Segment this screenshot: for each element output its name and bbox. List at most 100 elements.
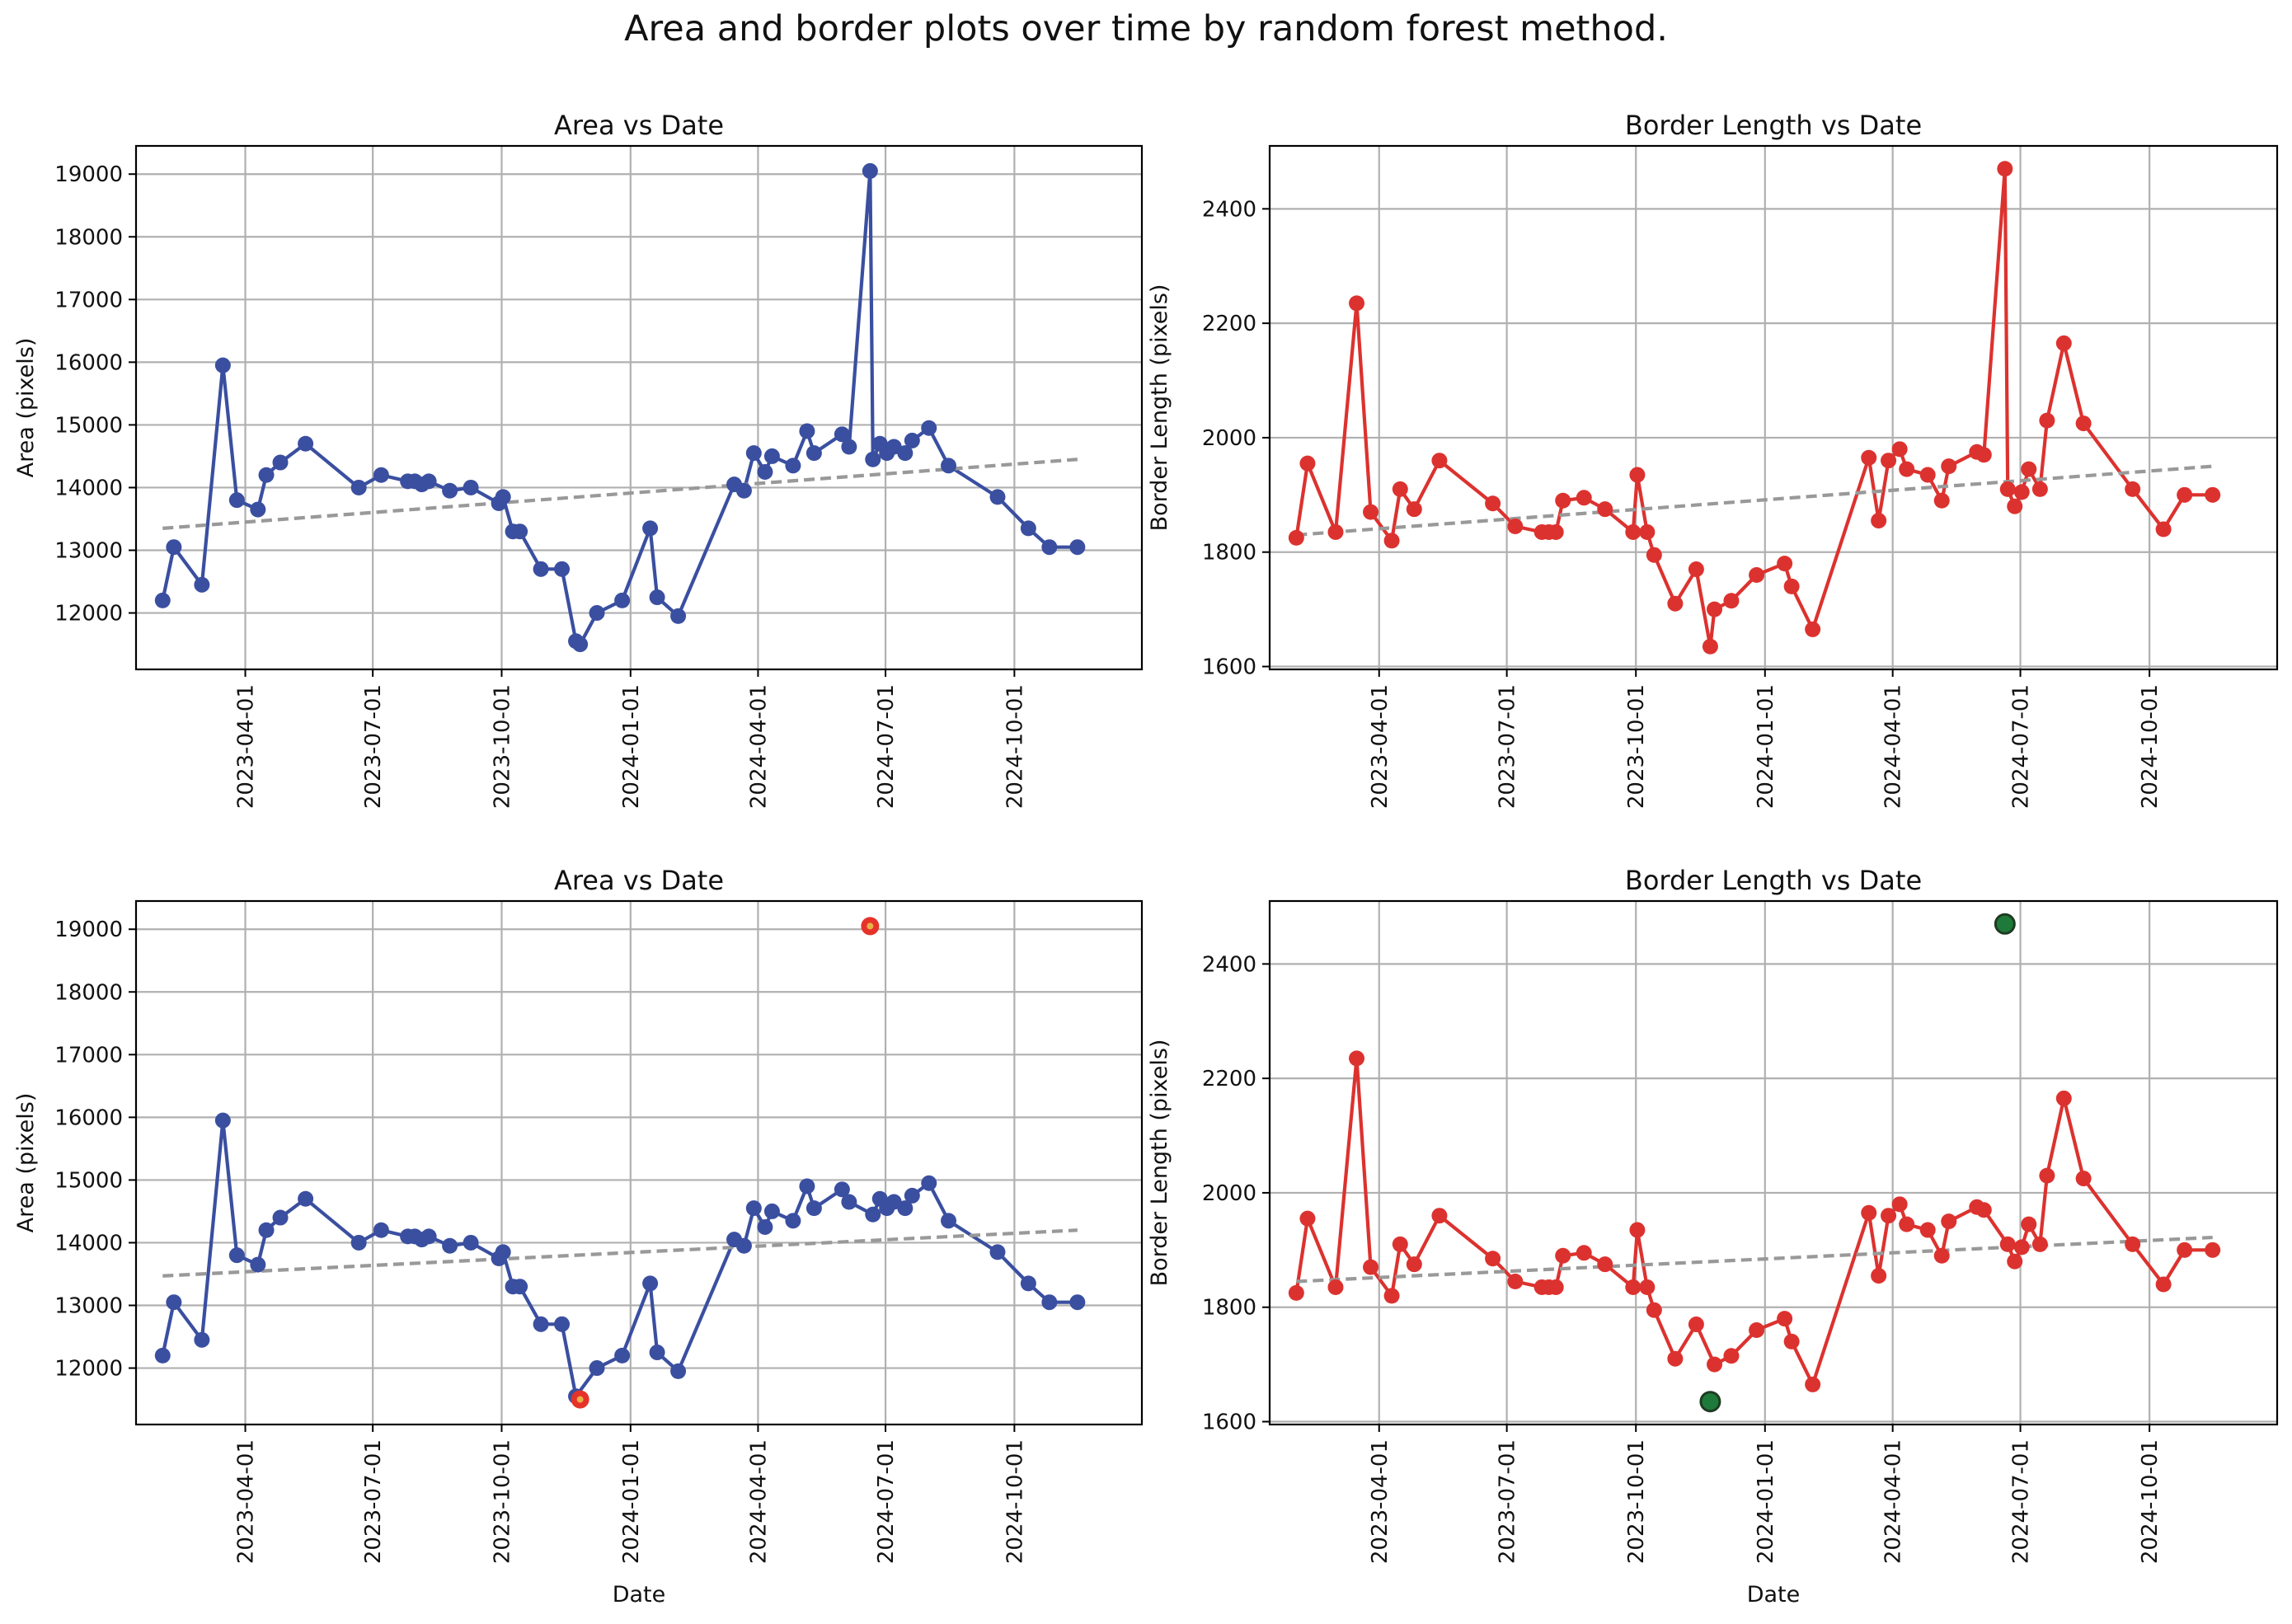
data-point xyxy=(228,1247,245,1264)
y-tick-label: 1800 xyxy=(1202,1296,1256,1321)
data-point xyxy=(1975,1202,1992,1218)
chart-title: Border Length vs Date xyxy=(1625,865,1922,896)
x-tick-label: 2024-07-01 xyxy=(874,1439,899,1564)
data-point xyxy=(554,1316,571,1332)
data-point xyxy=(1646,547,1662,563)
data-point xyxy=(1805,1376,1821,1392)
data-point xyxy=(1861,1204,1877,1221)
data-point xyxy=(1999,1236,2016,1252)
data-point xyxy=(1667,1350,1684,1367)
data-point xyxy=(2007,1253,2023,1270)
data-point xyxy=(1941,458,1957,475)
data-point xyxy=(589,1360,605,1377)
outlier-point xyxy=(1699,1391,1721,1413)
data-point xyxy=(2177,1241,2193,1258)
data-point xyxy=(1707,1356,1723,1373)
data-point xyxy=(841,439,857,455)
data-point xyxy=(763,1203,780,1219)
data-point xyxy=(533,1316,549,1332)
data-point xyxy=(1783,578,1800,594)
data-point xyxy=(834,426,850,443)
x-tick-label: 2024-01-01 xyxy=(619,1439,644,1564)
data-point xyxy=(1639,523,1656,540)
data-point xyxy=(1777,1311,1793,1327)
data-point xyxy=(2125,1236,2141,1252)
x-tick-label: 2023-07-01 xyxy=(361,1439,386,1564)
data-point xyxy=(572,636,589,653)
y-tick-label: 2400 xyxy=(1202,197,1256,222)
y-tick-label: 16000 xyxy=(54,350,123,375)
data-point xyxy=(941,458,957,474)
data-point xyxy=(1020,1275,1036,1292)
data-point xyxy=(2155,1276,2172,1293)
data-point xyxy=(1431,453,1448,469)
data-point xyxy=(1997,161,2013,177)
data-point xyxy=(2075,415,2092,432)
data-point xyxy=(670,608,687,624)
y-tick-label: 16000 xyxy=(54,1105,123,1130)
data-point xyxy=(1702,638,1718,655)
data-point xyxy=(989,489,1006,505)
data-point xyxy=(989,1244,1006,1260)
data-point xyxy=(1881,1208,1897,1224)
data-point xyxy=(512,523,528,540)
y-tick-label: 2000 xyxy=(1202,1181,1256,1206)
data-point xyxy=(2155,521,2172,537)
area-chart-top: 2023-04-01 2023-07-01 2023-10-01 2024-01-01… xyxy=(13,110,1144,809)
data-point xyxy=(214,1112,231,1129)
data-point xyxy=(763,448,780,464)
data-point xyxy=(1629,467,1646,483)
data-point xyxy=(1576,1245,1592,1261)
data-point xyxy=(941,1213,957,1229)
data-point xyxy=(1299,1210,1316,1227)
x-tick-label: 2024-10-01 xyxy=(1003,684,1027,809)
data-point xyxy=(228,492,245,509)
data-point xyxy=(2007,498,2023,514)
data-point xyxy=(1327,1279,1344,1295)
data-point xyxy=(2125,481,2141,497)
data-point xyxy=(1548,523,1564,540)
data-point xyxy=(272,1209,289,1226)
data-point xyxy=(2075,1171,2092,1187)
data-point xyxy=(1933,1247,1950,1264)
data-point xyxy=(745,445,762,462)
y-tick-label: 1800 xyxy=(1202,541,1256,566)
x-axis-label: Date xyxy=(613,1582,666,1608)
data-point xyxy=(1431,1208,1448,1224)
data-point xyxy=(1597,501,1613,518)
data-point xyxy=(1861,449,1877,466)
data-point xyxy=(921,1175,937,1191)
data-point xyxy=(1625,1279,1642,1295)
outlier-point-center xyxy=(867,922,874,930)
x-tick-label: 2024-01-01 xyxy=(1754,684,1778,809)
data-point xyxy=(272,454,289,471)
data-point xyxy=(1871,513,1887,529)
data-point xyxy=(865,1206,881,1223)
outlier-point-center xyxy=(576,1396,584,1403)
outlier-point xyxy=(1994,913,2016,935)
data-point xyxy=(1555,1247,1571,1264)
y-tick-label: 18000 xyxy=(54,225,123,250)
data-point xyxy=(2055,335,2072,351)
data-point xyxy=(373,1222,389,1238)
data-point xyxy=(2013,1239,2030,1256)
border-chart-bottom: 2023-04-01 2023-07-01 2023-10-01 2024-01-01… xyxy=(1147,865,2279,1608)
data-point xyxy=(1975,447,1992,463)
x-tick-label: 2023-07-01 xyxy=(1496,684,1520,809)
figure-title: Area and border plots over time by rando… xyxy=(624,8,1668,49)
data-point xyxy=(1020,520,1036,537)
y-tick-label: 2200 xyxy=(1202,1067,1256,1091)
data-point xyxy=(642,520,659,537)
data-point xyxy=(2039,1167,2055,1184)
data-point xyxy=(1625,523,1642,540)
data-point xyxy=(1507,519,1524,535)
plot-frame xyxy=(1268,144,2279,671)
data-point xyxy=(785,458,801,474)
data-point xyxy=(350,479,367,495)
data-point xyxy=(258,467,275,483)
data-point xyxy=(1485,495,1501,512)
x-tick-label: 2024-10-01 xyxy=(2138,684,2163,809)
data-point xyxy=(2055,1090,2072,1106)
y-tick-label: 15000 xyxy=(54,413,123,438)
y-tick-label: 19000 xyxy=(54,162,123,187)
